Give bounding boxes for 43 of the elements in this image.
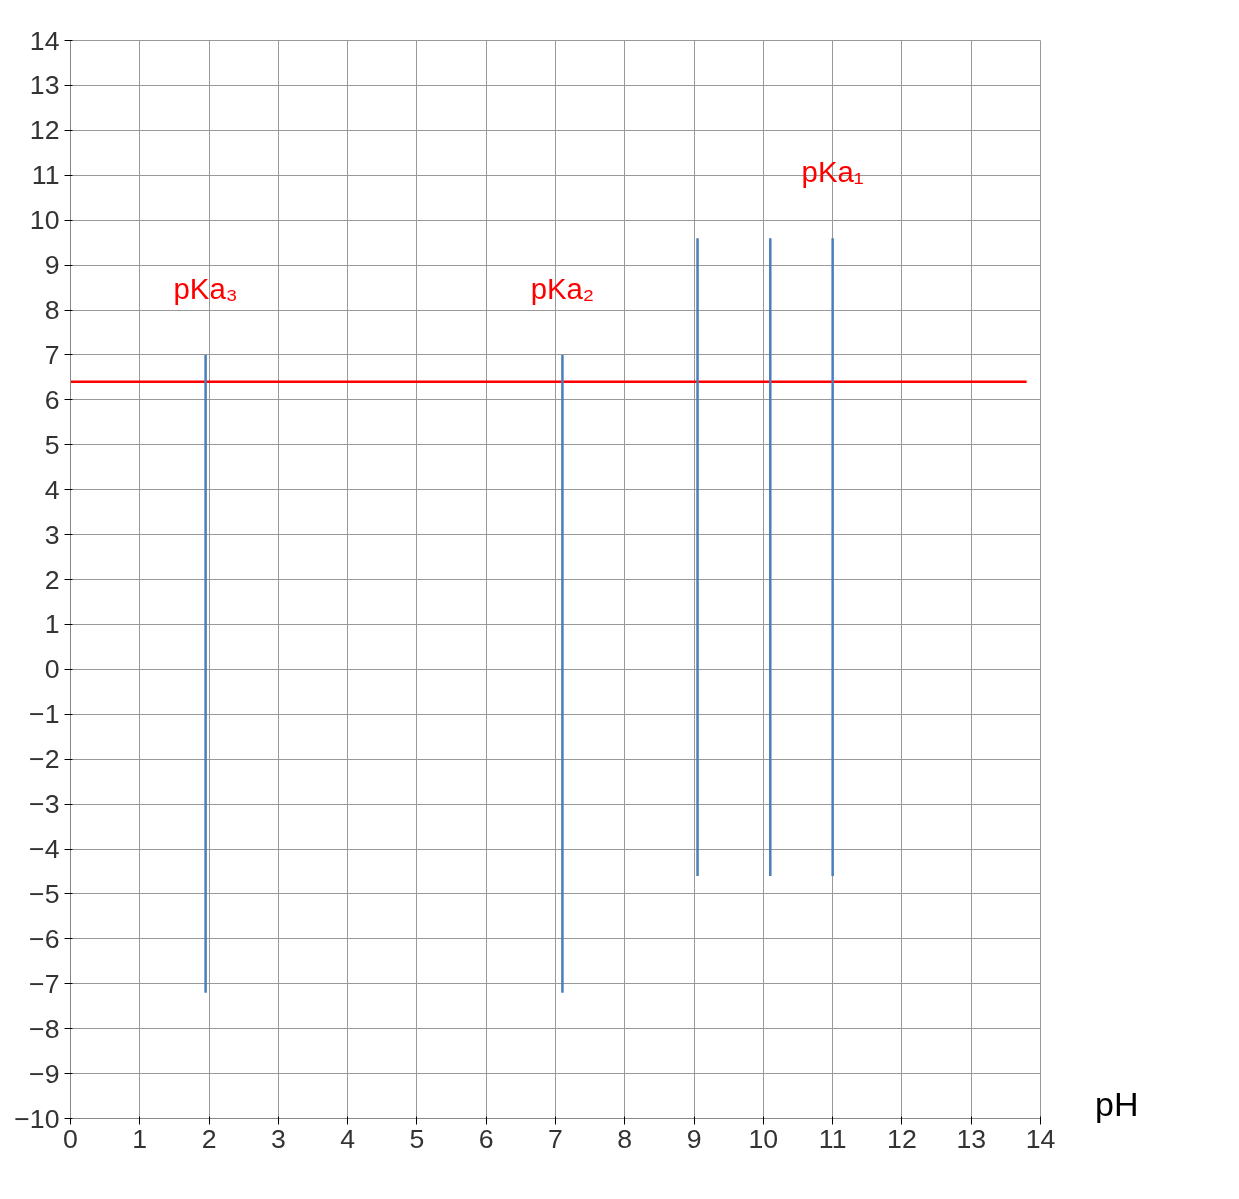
x-tick-label: 1: [132, 1123, 148, 1154]
annotation: pKa₃: [173, 271, 238, 305]
y-tick-label: 1: [44, 609, 60, 640]
y-tick-label: 11: [31, 160, 60, 191]
y-tick-label: 7: [44, 339, 60, 370]
x-tick-label: 9: [686, 1123, 702, 1154]
annotation: pKa₂: [530, 271, 595, 305]
x-tick-label: 4: [340, 1123, 356, 1154]
annotation: pKa₁: [801, 155, 864, 189]
y-tick-label: 4: [44, 474, 60, 505]
y-tick-label: −9: [29, 1058, 60, 1089]
y-tick-label: 8: [44, 295, 60, 325]
y-tick-label: 10: [29, 205, 60, 236]
y-tick-label: −2: [29, 744, 60, 775]
x-tick-label: 7: [548, 1123, 563, 1154]
x-tick-label: 2: [201, 1123, 217, 1154]
x-tick-label: 6: [478, 1123, 494, 1154]
y-tick-label: −5: [29, 878, 60, 909]
y-tick-label: −8: [29, 1013, 60, 1044]
x-tick-label: 8: [617, 1123, 633, 1154]
y-tick-label: 12: [29, 115, 60, 146]
x-tick-label: 14: [1025, 1123, 1056, 1154]
y-tick-label: 5: [44, 429, 60, 460]
y-tick-label: 9: [44, 250, 60, 281]
y-tick-label: −6: [29, 923, 60, 954]
y-tick-label: 13: [29, 70, 60, 101]
y-tick-label: 3: [44, 519, 60, 550]
y-tick-label: 14: [29, 25, 60, 56]
x-tick-label: 10: [748, 1123, 779, 1154]
y-tick-label: −7: [29, 968, 60, 999]
y-tick-label: 6: [44, 384, 60, 415]
y-tick-label: −10: [14, 1103, 60, 1134]
x-axis-title: pH: [1095, 1084, 1139, 1125]
y-tick-label: −3: [29, 789, 60, 820]
x-tick-label: 11: [818, 1123, 847, 1154]
x-tick-label: 12: [887, 1123, 917, 1154]
x-tick-label: 13: [956, 1123, 987, 1154]
y-tick-label: −1: [29, 699, 60, 730]
x-tick-label: 5: [409, 1123, 425, 1154]
y-tick-label: 0: [44, 654, 60, 685]
y-tick-label: 2: [44, 564, 60, 595]
x-tick-label: 3: [270, 1123, 286, 1154]
y-tick-label: −4: [29, 834, 60, 864]
